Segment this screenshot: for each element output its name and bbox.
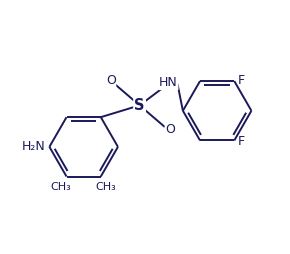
Text: H₂N: H₂N	[21, 140, 45, 153]
Text: S: S	[134, 98, 145, 113]
Text: F: F	[238, 135, 245, 148]
Text: HN: HN	[159, 76, 178, 89]
Text: F: F	[238, 74, 245, 87]
Text: CH₃: CH₃	[96, 182, 117, 192]
Text: CH₃: CH₃	[51, 182, 72, 192]
Text: O: O	[165, 123, 175, 136]
Text: O: O	[106, 74, 116, 87]
